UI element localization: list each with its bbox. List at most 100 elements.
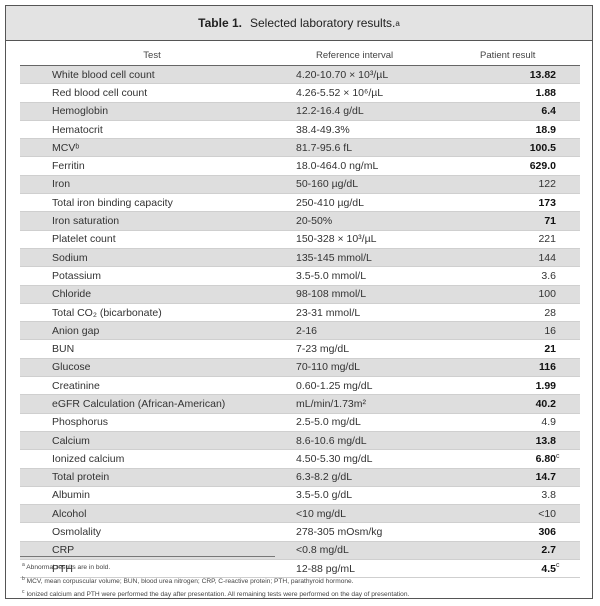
- footnote-mark: a: [22, 562, 25, 568]
- table-row: Total CO₂ (bicarbonate) 23-31 mmol/L 28: [20, 303, 580, 323]
- table-row: Albumin 3.5-5.0 g/dL 3.8: [20, 486, 580, 506]
- footnote-text: Ionized calcium and PTH were performed t…: [26, 591, 410, 599]
- test-name: Iron: [20, 175, 284, 195]
- test-name: Alcohol: [20, 504, 284, 524]
- result-value: 14.7: [535, 471, 556, 484]
- table-row: Potassium 3.5-5.0 mmol/L 3.6: [20, 266, 580, 286]
- reference-interval: 135-145 mmol/L: [284, 248, 462, 268]
- lab-results-table-frame: Table 1. Selected laboratory results. a T…: [5, 5, 593, 599]
- table-row: Anion gap 2-16 16: [20, 321, 580, 341]
- test-name: Osmolality: [20, 522, 284, 542]
- footnote-divider: [20, 556, 275, 557]
- result-value: 100.5: [529, 141, 556, 154]
- results-table-container: Test Reference interval Patient result W…: [20, 46, 580, 579]
- footnote-text: MCV, mean corpuscular volume; BUN, blood…: [26, 577, 354, 585]
- patient-result: 16: [462, 321, 580, 341]
- footnote-mark: c: [22, 589, 25, 596]
- result-value: 28: [544, 306, 556, 319]
- test-name: Iron saturation: [20, 211, 284, 231]
- reference-interval: 20-50%: [284, 211, 462, 231]
- test-name: Hematocrit: [20, 120, 284, 140]
- test-name: Glucose: [20, 358, 284, 378]
- result-value: 13.82: [529, 68, 556, 81]
- patient-result: 306: [462, 522, 580, 542]
- table-row: Iron saturation 20-50% 71: [20, 211, 580, 231]
- result-value: 16: [544, 324, 556, 337]
- reference-interval: 250-410 µg/dL: [284, 193, 462, 213]
- reference-interval: 4.26-5.52 × 10⁶/µL: [284, 83, 462, 103]
- table-row: Glucose 70-110 mg/dL 116: [20, 358, 580, 378]
- patient-result: 173: [462, 193, 580, 213]
- result-value: 4.5: [541, 562, 556, 575]
- footnotes: a Abnormal results are in bold. b MCV, me…: [22, 560, 582, 601]
- patient-result: <10: [462, 504, 580, 524]
- result-value: 306: [538, 526, 556, 539]
- table-row: Sodium 135-145 mmol/L 144: [20, 248, 580, 268]
- table-row: Platelet count 150-328 × 10³/µL 221: [20, 230, 580, 249]
- test-name: Chloride: [20, 285, 284, 304]
- patient-result: 21: [462, 339, 580, 359]
- reference-interval: 4.50-5.30 mg/dL: [284, 449, 462, 469]
- test-name: Total iron binding capacity: [20, 193, 284, 213]
- table-body: White blood cell count 4.20-10.70 × 10³/µ…: [20, 65, 580, 579]
- footnote: b MCV, mean corpuscular volume; BUN, blo…: [22, 574, 582, 588]
- test-name: Platelet count: [20, 230, 284, 249]
- patient-result: 629.0: [462, 156, 580, 176]
- table-row: CRP <0.8 mg/dL 2.7: [20, 541, 580, 561]
- lab-results-table: Test Reference interval Patient result W…: [20, 46, 580, 579]
- result-value: 21: [544, 343, 556, 356]
- table-header-row: Test Reference interval Patient result: [20, 46, 580, 66]
- table-row: Iron 50-160 µg/dL 122: [20, 175, 580, 195]
- test-name: CRP: [20, 541, 284, 561]
- reference-interval: <10 mg/dL: [284, 504, 462, 524]
- column-header-result: Patient result: [462, 46, 580, 66]
- footnote: a Abnormal results are in bold.: [22, 560, 582, 574]
- test-name: PTH: [20, 559, 284, 579]
- test-name: Phosphorus: [20, 413, 284, 432]
- result-value: 4.9: [541, 416, 556, 429]
- table-row: White blood cell count 4.20-10.70 × 10³/µ…: [20, 65, 580, 85]
- footnote-text: Abnormal results are in bold.: [26, 564, 111, 572]
- test-name: eGFR Calculation (African-American): [20, 394, 284, 414]
- table-caption: Selected laboratory results.: [249, 16, 396, 30]
- table-row: Creatinine 0.60-1.25 mg/dL 1.99: [20, 376, 580, 396]
- patient-result: 221: [462, 230, 580, 249]
- test-name: Anion gap: [20, 321, 284, 341]
- reference-interval: 23-31 mmol/L: [284, 303, 462, 323]
- patient-result: 116: [462, 358, 580, 378]
- test-name: Ionized calcium: [20, 449, 284, 469]
- reference-interval: 6.3-8.2 g/dL: [284, 468, 462, 487]
- reference-interval: 98-108 mmol/L: [284, 285, 462, 304]
- table-row: Phosphorus 2.5-5.0 mg/dL 4.9: [20, 413, 580, 432]
- patient-result: 71: [462, 211, 580, 231]
- patient-result: 13.8: [462, 431, 580, 451]
- test-name: Creatinine: [20, 376, 284, 396]
- patient-result: 3.8: [462, 486, 580, 506]
- test-name: MCVᵇ: [20, 138, 284, 158]
- result-value: 116: [539, 361, 556, 374]
- reference-interval: 70-110 mg/dL: [284, 358, 462, 378]
- table-row: Total iron binding capacity 250-410 µg/dL…: [20, 193, 580, 213]
- result-value: 13.8: [535, 434, 556, 447]
- table-row: Chloride 98-108 mmol/L 100: [20, 285, 580, 304]
- table-title-footnote-mark: a: [395, 18, 400, 28]
- patient-result: 3.6: [462, 266, 580, 286]
- footnote-mark: b: [22, 575, 25, 582]
- patient-result: 6.4: [462, 102, 580, 121]
- reference-interval: <0.8 mg/dL: [284, 541, 462, 561]
- table-row: Hemoglobin 12.2-16.4 g/dL 6.4: [20, 102, 580, 121]
- reference-interval: 0.60-1.25 mg/dL: [284, 376, 462, 396]
- table-row: Hematocrit 38.4-49.3% 18.9: [20, 120, 580, 140]
- patient-result: 100: [462, 285, 580, 304]
- table-number: Table 1.: [198, 16, 242, 30]
- column-header-reference: Reference interval: [284, 46, 462, 66]
- reference-interval: 3.5-5.0 g/dL: [284, 486, 462, 506]
- table-row: Osmolality 278-305 mOsm/kg 306: [20, 522, 580, 542]
- table-title: Table 1. Selected laboratory results. a: [6, 6, 592, 41]
- result-value: 173: [538, 196, 556, 209]
- reference-interval: 7-23 mg/dL: [284, 339, 462, 359]
- test-name: Ferritin: [20, 156, 284, 176]
- reference-interval: 18.0-464.0 ng/mL: [284, 156, 462, 176]
- result-value: 71: [544, 215, 556, 228]
- test-name: White blood cell count: [20, 65, 284, 85]
